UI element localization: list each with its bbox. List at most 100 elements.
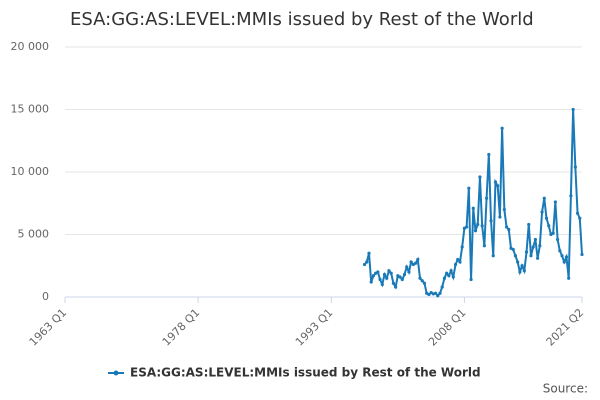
point [471, 206, 475, 210]
point [442, 276, 447, 280]
point [440, 285, 444, 289]
point [513, 254, 518, 258]
point [418, 276, 422, 280]
source: Source: [543, 382, 588, 396]
y-tick-label: 20 000 [11, 40, 50, 53]
point [493, 180, 498, 184]
point [382, 272, 387, 277]
point [456, 257, 460, 262]
point [560, 254, 564, 258]
point [413, 261, 418, 265]
point [453, 262, 458, 267]
point [553, 200, 557, 204]
point [533, 237, 538, 242]
point [391, 281, 395, 285]
point [438, 291, 442, 295]
x-tick-label: 2021 Q2 [544, 306, 587, 349]
point [564, 255, 569, 259]
point [496, 184, 500, 188]
point [436, 294, 440, 298]
point [376, 270, 380, 274]
point [389, 271, 393, 275]
point [547, 224, 551, 228]
point [467, 186, 471, 190]
y-tick-label: 0 [42, 290, 49, 303]
point [400, 277, 404, 282]
point [573, 165, 577, 169]
point [433, 291, 438, 295]
point [504, 225, 509, 229]
point [491, 254, 495, 258]
legend-marker [113, 370, 119, 376]
point [542, 196, 546, 200]
point [522, 269, 526, 273]
series-line [363, 109, 583, 298]
point [407, 270, 411, 274]
x-tick-label: 2008 Q1 [426, 306, 469, 349]
x-tick-label: 1963 Q1 [27, 306, 70, 349]
point [578, 216, 582, 220]
point [405, 265, 409, 269]
point [538, 244, 542, 248]
point [362, 262, 367, 267]
point [489, 219, 493, 223]
point [575, 211, 580, 215]
y-tick-label: 15 000 [11, 103, 50, 116]
point [536, 256, 540, 260]
point [398, 275, 402, 279]
point [480, 224, 484, 228]
point [580, 252, 584, 257]
point [482, 244, 486, 248]
point [476, 222, 480, 227]
point [445, 271, 449, 275]
point [540, 210, 544, 214]
point [378, 277, 382, 282]
point [367, 251, 371, 255]
point [569, 194, 573, 198]
point [371, 274, 376, 278]
chart-title: ESA:GG:AS:LEVEL:MMIs issued by Rest of t… [70, 9, 534, 30]
point [402, 272, 407, 277]
point [451, 275, 455, 279]
point [484, 196, 489, 200]
point [409, 260, 413, 264]
legend-label: ESA:GG:AS:LEVEL:MMIs issued by Rest of t… [130, 366, 481, 380]
point [520, 264, 524, 268]
y-tick-label: 10 000 [11, 165, 50, 178]
point [420, 279, 424, 283]
point [473, 229, 478, 233]
point [427, 292, 431, 297]
point [447, 274, 451, 278]
point [571, 107, 575, 112]
x-tick-label: 1993 Q1 [293, 306, 336, 349]
point [380, 282, 384, 287]
point [551, 231, 555, 235]
point [487, 152, 491, 157]
point [507, 227, 511, 232]
point [387, 269, 391, 273]
point [458, 260, 462, 264]
point [558, 249, 562, 253]
point [478, 175, 482, 179]
point [531, 245, 535, 249]
point [498, 215, 502, 219]
point [385, 276, 389, 280]
point [469, 277, 473, 282]
point [555, 237, 560, 242]
y-tick-label: 5 000 [18, 228, 50, 241]
point [460, 245, 464, 249]
point [365, 260, 369, 264]
point [416, 257, 420, 262]
point [567, 276, 571, 280]
point [465, 225, 469, 229]
point [527, 222, 531, 227]
point [516, 260, 520, 264]
point [502, 207, 506, 212]
point [511, 247, 515, 252]
x-tick-label: 1978 Q1 [160, 306, 203, 349]
point [518, 270, 522, 274]
point [369, 280, 373, 284]
point [422, 281, 427, 285]
point [544, 216, 549, 220]
